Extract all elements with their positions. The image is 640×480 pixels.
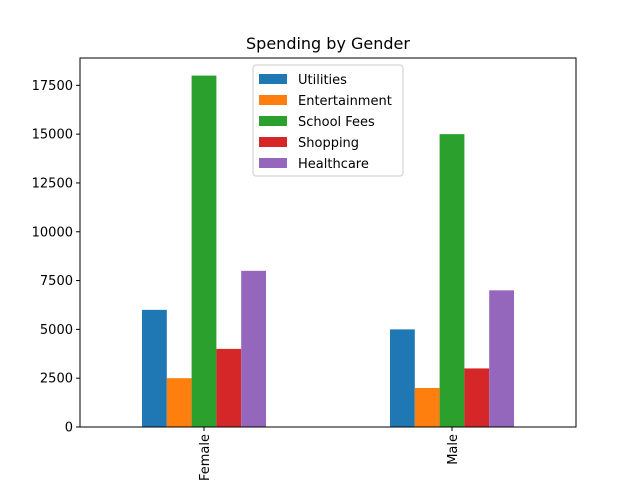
bar-school-fees-female bbox=[191, 75, 217, 428]
legend-swatch bbox=[259, 116, 287, 126]
x-tick-label-male: Male bbox=[446, 434, 461, 465]
legend-swatch bbox=[259, 158, 287, 168]
legend-swatch bbox=[259, 74, 287, 84]
y-tick-label: 0 bbox=[65, 421, 73, 436]
legend-label: Healthcare bbox=[298, 157, 369, 172]
legend-swatch bbox=[259, 137, 287, 147]
y-tick-label: 17500 bbox=[32, 79, 73, 94]
bar-healthcare-male bbox=[489, 290, 514, 427]
y-tick-label: 5000 bbox=[40, 323, 73, 338]
legend-label: School Fees bbox=[298, 115, 375, 130]
bar-healthcare-female bbox=[241, 270, 266, 427]
bar-entertainment-female bbox=[166, 378, 192, 427]
bar-school-fees-male bbox=[439, 134, 465, 427]
bar-utilities-female bbox=[142, 309, 167, 427]
plot-frame bbox=[79, 57, 577, 428]
legend-label: Utilities bbox=[298, 73, 347, 88]
y-tick-label: 2500 bbox=[40, 372, 73, 387]
chart-title: Spending by Gender bbox=[246, 34, 410, 53]
y-tick-label: 12500 bbox=[32, 176, 73, 191]
bar-entertainment-male bbox=[414, 387, 440, 427]
legend-swatch bbox=[259, 95, 287, 105]
legend: Utilities Entertainment School Fees Shoppin… bbox=[252, 64, 404, 177]
legend-box bbox=[252, 64, 404, 177]
x-tick-label-female: Female bbox=[198, 434, 213, 480]
x-axis: Female Male bbox=[198, 427, 461, 480]
y-tick-label: 7500 bbox=[40, 274, 73, 289]
legend-label: Shopping bbox=[298, 136, 359, 151]
y-tick-label: 15000 bbox=[32, 128, 73, 143]
bar-utilities-male bbox=[390, 329, 415, 427]
y-axis: 0 2500 5000 7500 10000 12500 15000 17500 bbox=[32, 79, 80, 436]
bar-shopping-female bbox=[216, 348, 242, 427]
bars bbox=[142, 75, 514, 428]
bar-shopping-male bbox=[464, 368, 490, 427]
y-tick-label: 10000 bbox=[32, 225, 73, 240]
legend-label: Entertainment bbox=[298, 94, 392, 109]
